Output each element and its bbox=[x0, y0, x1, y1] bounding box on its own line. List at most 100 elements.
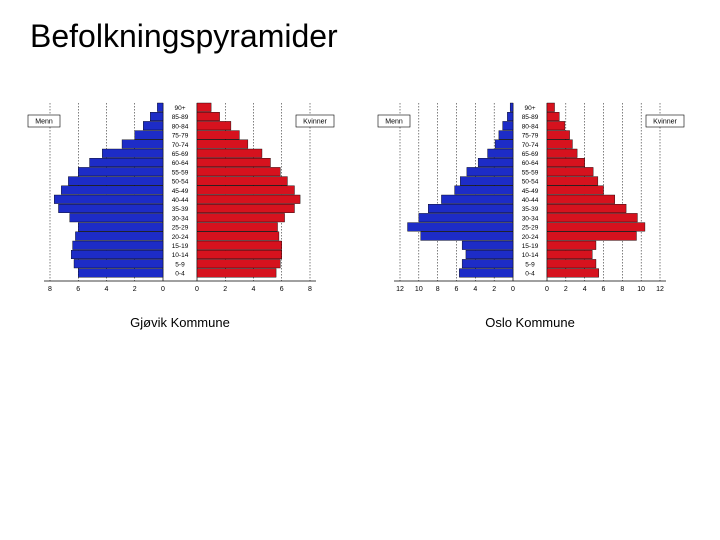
male-bar bbox=[467, 167, 513, 176]
male-bar bbox=[68, 177, 163, 186]
male-bar bbox=[478, 158, 513, 167]
male-bar bbox=[499, 131, 513, 140]
age-label: 75-79 bbox=[172, 133, 189, 140]
male-bar bbox=[54, 195, 163, 204]
age-label: 5-9 bbox=[175, 261, 185, 268]
age-label: 45-49 bbox=[172, 188, 189, 195]
female-bar bbox=[197, 158, 270, 167]
age-label: 50-54 bbox=[522, 179, 539, 186]
male-bar bbox=[419, 213, 513, 222]
female-bar bbox=[197, 269, 276, 278]
male-bar bbox=[58, 204, 163, 213]
svg-text:2: 2 bbox=[223, 286, 227, 293]
svg-text:12: 12 bbox=[656, 286, 664, 293]
svg-text:6: 6 bbox=[455, 286, 459, 293]
male-bar bbox=[460, 177, 513, 186]
male-bar bbox=[135, 131, 163, 140]
female-bar bbox=[197, 131, 239, 140]
male-bar bbox=[503, 121, 513, 130]
male-bar bbox=[462, 259, 513, 268]
female-bar bbox=[547, 186, 604, 195]
female-bar bbox=[197, 259, 280, 268]
age-label: 30-34 bbox=[172, 215, 189, 222]
female-bar bbox=[547, 149, 577, 158]
female-bar bbox=[547, 121, 565, 130]
pyramid-oslo: 12108642002468101290+85-8980-8475-7970-7… bbox=[370, 95, 690, 330]
female-bar bbox=[547, 131, 570, 140]
female-bar bbox=[197, 140, 248, 149]
age-label: 40-44 bbox=[522, 197, 539, 204]
pyramid-gjovik: 864200246890+85-8980-8475-7970-7465-6960… bbox=[20, 95, 340, 330]
female-bar bbox=[197, 186, 294, 195]
male-bar bbox=[75, 232, 163, 241]
female-bar bbox=[197, 223, 278, 232]
female-bar bbox=[197, 177, 287, 186]
age-label: 50-54 bbox=[172, 179, 189, 186]
pyramid-svg-1: 12108642002468101290+85-8980-8475-7970-7… bbox=[370, 95, 690, 305]
male-bar bbox=[71, 250, 163, 259]
male-bar bbox=[61, 186, 163, 195]
male-bar bbox=[78, 269, 163, 278]
male-bar bbox=[507, 112, 513, 121]
age-label: 90+ bbox=[524, 105, 535, 112]
male-bar bbox=[459, 269, 513, 278]
age-label: 70-74 bbox=[522, 142, 539, 149]
caption-0: Gjøvik Kommune bbox=[20, 315, 340, 330]
age-label: 25-29 bbox=[522, 225, 539, 232]
female-bar bbox=[197, 121, 231, 130]
male-bar bbox=[466, 250, 513, 259]
age-label: 55-59 bbox=[172, 169, 189, 176]
male-bar bbox=[70, 213, 163, 222]
svg-text:10: 10 bbox=[415, 286, 423, 293]
age-label: 65-69 bbox=[172, 151, 189, 158]
age-label: 20-24 bbox=[522, 234, 539, 241]
age-label: 80-84 bbox=[172, 123, 189, 130]
svg-text:2: 2 bbox=[133, 286, 137, 293]
svg-text:8: 8 bbox=[436, 286, 440, 293]
male-bar bbox=[441, 195, 513, 204]
age-label: 45-49 bbox=[522, 188, 539, 195]
female-bar bbox=[197, 213, 285, 222]
female-bar bbox=[547, 223, 645, 232]
age-label: 25-29 bbox=[172, 225, 189, 232]
female-bar bbox=[547, 112, 559, 121]
svg-text:0: 0 bbox=[195, 286, 199, 293]
female-bar bbox=[547, 213, 637, 222]
female-bar bbox=[547, 140, 572, 149]
svg-text:4: 4 bbox=[473, 286, 477, 293]
female-bar bbox=[197, 195, 300, 204]
female-bar bbox=[547, 195, 615, 204]
svg-text:4: 4 bbox=[583, 286, 587, 293]
male-bar bbox=[462, 241, 513, 250]
age-label: 10-14 bbox=[522, 252, 539, 259]
age-label: 65-69 bbox=[522, 151, 539, 158]
female-bar bbox=[547, 241, 596, 250]
svg-text:6: 6 bbox=[602, 286, 606, 293]
female-bar bbox=[197, 112, 220, 121]
svg-text:2: 2 bbox=[564, 286, 568, 293]
female-bar bbox=[547, 269, 599, 278]
female-bar bbox=[547, 177, 598, 186]
svg-text:2: 2 bbox=[492, 286, 496, 293]
charts-row: 8 6 4 2 0 0 2 4 6 8 90+ 85-89 80-84 75-79 70-74 65-69 60… bbox=[20, 95, 690, 330]
female-bar bbox=[547, 158, 585, 167]
age-label: 35-39 bbox=[522, 206, 539, 213]
svg-text:Kvinner: Kvinner bbox=[653, 119, 677, 126]
age-label: 85-89 bbox=[172, 114, 189, 121]
male-bar bbox=[90, 158, 163, 167]
svg-text:12: 12 bbox=[396, 286, 404, 293]
female-bar bbox=[547, 167, 593, 176]
svg-text:8: 8 bbox=[308, 286, 312, 293]
age-label: 75-79 bbox=[522, 133, 539, 140]
female-bar bbox=[197, 241, 282, 250]
svg-text:0: 0 bbox=[161, 286, 165, 293]
age-label: 85-89 bbox=[522, 114, 539, 121]
female-bar bbox=[547, 103, 555, 112]
svg-text:Menn: Menn bbox=[385, 119, 403, 126]
age-label: 60-64 bbox=[522, 160, 539, 167]
female-bar bbox=[197, 250, 282, 259]
svg-text:4: 4 bbox=[105, 286, 109, 293]
male-bar bbox=[421, 232, 513, 241]
male-bar bbox=[408, 223, 513, 232]
female-bar bbox=[547, 204, 626, 213]
